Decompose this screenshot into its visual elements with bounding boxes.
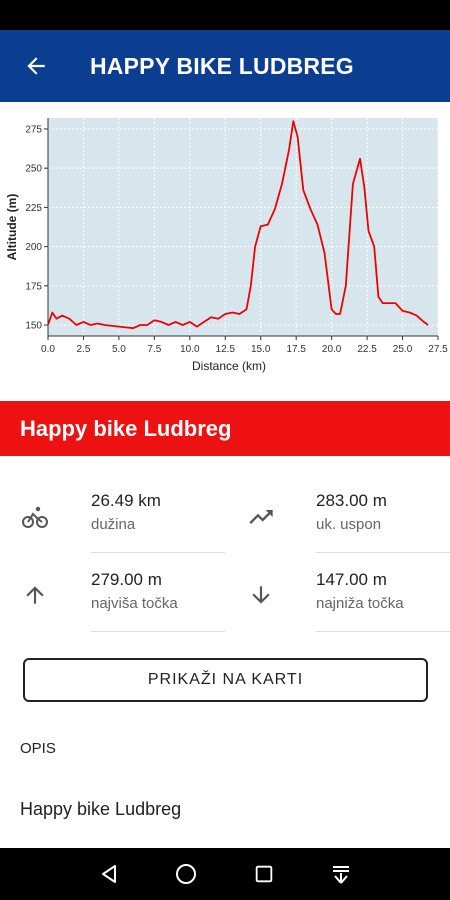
page-title: HAPPY BIKE LUDBREG	[90, 52, 354, 79]
x-axis-label: Distance (km)	[192, 359, 266, 373]
arrow-down-icon	[247, 581, 275, 609]
x-tick-label: 22.5	[357, 344, 377, 355]
y-tick-label: 225	[25, 203, 42, 214]
home-circle-icon	[176, 864, 197, 884]
description-text: Happy bike Ludbreg	[20, 799, 182, 819]
recents-square-icon	[255, 865, 272, 883]
trending-up-icon	[247, 503, 275, 531]
arrow-left-icon	[27, 57, 45, 75]
nav-back-button[interactable]	[89, 854, 129, 894]
x-tick-label: 0.0	[41, 344, 55, 355]
x-tick-label: 10.0	[180, 344, 200, 355]
x-tick-label: 15.0	[251, 344, 271, 355]
stat-label: uk. uspon	[316, 516, 382, 533]
x-tick-label: 12.5	[216, 344, 236, 355]
y-tick-label: 275	[25, 124, 42, 135]
y-tick-label: 175	[25, 281, 42, 292]
route-banner: Happy bike Ludbreg	[0, 401, 450, 456]
x-tick-label: 25.0	[393, 344, 413, 355]
divider	[91, 631, 225, 632]
stat-value: 283.00 m	[316, 491, 387, 510]
back-button[interactable]	[0, 30, 72, 102]
nav-home-button[interactable]	[166, 854, 206, 894]
app-bar: HAPPY BIKE LUDBREG	[0, 30, 450, 102]
stat-value: 26.49 km	[91, 491, 161, 510]
arrow-up-icon	[21, 581, 49, 609]
x-tick-label: 27.5	[428, 344, 448, 355]
stat-value: 279.00 m	[91, 570, 162, 589]
stat-label: najniža točka	[316, 595, 404, 612]
y-axis-label: Altitude (m)	[5, 194, 19, 261]
stat-label: dužina	[91, 516, 136, 533]
divider	[91, 552, 225, 553]
status-bar	[0, 0, 450, 30]
divider	[316, 552, 450, 553]
stat-label: najviša točka	[91, 595, 178, 612]
nav-menu-button[interactable]	[321, 854, 361, 894]
elevation-line	[47, 120, 429, 330]
y-tick-label: 250	[25, 164, 42, 175]
y-tick-label: 150	[25, 321, 42, 332]
back-triangle-icon	[101, 865, 116, 883]
x-tick-label: 20.0	[322, 344, 342, 355]
description-heading: OPIS	[20, 740, 56, 757]
x-tick-label: 7.5	[147, 344, 161, 355]
x-tick-label: 5.0	[112, 344, 126, 355]
show-on-map-button[interactable]: PRIKAŽI NA KARTI	[23, 658, 428, 702]
menu-down-icon	[333, 866, 350, 884]
elevation-chart: 0.0 2.5 5.0 7.5 10.0 12.5 15.0 17.5 20.0 22.5 25.0…	[0, 106, 450, 396]
y-tick-label: 200	[25, 242, 42, 253]
route-name: Happy bike Ludbreg	[20, 415, 232, 441]
stat-value: 147.00 m	[316, 570, 387, 589]
nav-recents-button[interactable]	[244, 854, 284, 894]
system-nav-bar	[0, 848, 450, 900]
elevation-chart-svg: 0.0 2.5 5.0 7.5 10.0 12.5 15.0 17.5 20.0 22.5 25.0…	[5, 118, 448, 373]
x-tick-label: 2.5	[77, 344, 91, 355]
plot-area	[48, 118, 438, 336]
x-tick-label: 17.5	[286, 344, 306, 355]
divider	[316, 631, 450, 632]
bike-icon	[21, 503, 49, 531]
